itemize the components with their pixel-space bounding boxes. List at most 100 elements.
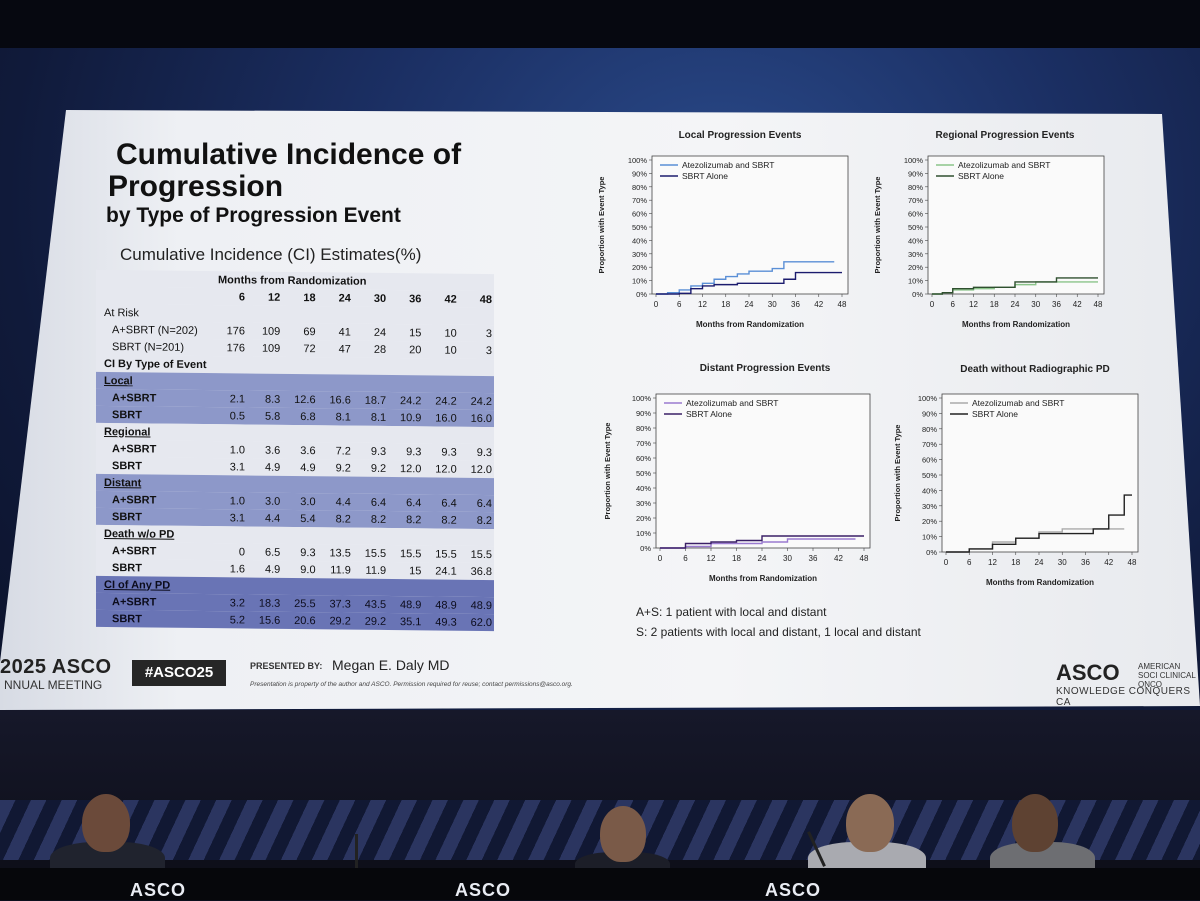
month-cell: 12 [247,288,283,306]
row-label: SBRT [96,609,216,629]
panelist-4-head [1012,794,1058,852]
table-cell: 4.4 [247,509,283,527]
table-cell: 36.8 [458,562,494,581]
desk-logo: ASCO [765,880,822,900]
table-cell: 109 [247,339,283,357]
row-label: A+SBRT [96,592,216,612]
chart-title: Local Progression Events [678,130,802,141]
y-tick-label: 100% [628,156,648,165]
row-label: Distant [96,473,216,493]
x-axis-label: Months from Randomization [962,320,1070,329]
table-cell: 8.1 [352,408,389,426]
table-cell: 11.9 [352,561,389,579]
table-cell: 3.6 [247,441,283,459]
asco-tagline: KNOWLEDGE CONQUERS CA [1056,686,1191,708]
month-cell: 48 [458,290,494,309]
row-label: SBRT [96,558,216,578]
table-cell: 8.2 [317,510,353,528]
x-tick-label: 24 [1035,558,1044,567]
table-cell: 24.2 [388,391,424,410]
table-cell: 9.3 [352,442,389,460]
x-tick-label: 0 [658,554,663,563]
x-tick-label: 24 [758,554,767,563]
y-tick-label: 90% [908,169,923,178]
x-tick-label: 18 [732,554,741,563]
x-tick-label: 0 [930,300,935,309]
y-tick-label: 0% [926,548,937,557]
table-cell: 15 [388,323,424,342]
row-label: CI By Type of Event [96,354,216,374]
y-tick-label: 20% [922,517,937,526]
table-cell: 5.8 [247,407,283,425]
table-heading: Cumulative Incidence (CI) Estimates(%) [120,245,422,264]
y-tick-label: 10% [632,277,647,286]
x-tick-label: 48 [1128,558,1137,567]
x-tick-label: 42 [814,300,823,309]
row-label: A+SBRT [96,541,216,561]
table-cell: 12.0 [388,459,424,478]
table-cell: 3 [458,341,494,360]
annual-meeting-label: NNUAL MEETING [4,678,103,692]
row-label: SBRT [96,456,216,476]
x-tick-label: 12 [988,558,997,567]
table-cell: 5.2 [216,611,248,629]
legend-label: Atezolizumab and SBRT [686,398,778,408]
table-cell: 47 [317,340,353,358]
y-tick-label: 90% [632,169,647,178]
series-line-sbrt-alone [946,494,1132,553]
chart-title: Regional Progression Events [935,130,1075,141]
legend-label: SBRT Alone [958,171,1004,181]
y-tick-label: 10% [908,277,923,286]
y-tick-label: 30% [636,499,651,508]
plot-frame [927,155,1105,295]
x-tick-label: 6 [967,558,972,567]
footnote-s: S: 2 patients with local and distant, 1 … [636,625,921,639]
asco-logo: ASCO [1056,660,1120,685]
table-cell: 72 [282,339,318,358]
table-cell: 3.0 [247,492,283,510]
desk-logo: ASCO [455,880,512,900]
table-cell: 15.5 [458,545,494,564]
local-progression-chart: 0% 10% 20% 30% 40% 50% 60% 70% 80% 90% 100% 0 6 12 18 2… [597,155,849,329]
table-cell: 8.3 [247,390,283,408]
row-label: A+SBRT [96,439,216,459]
y-tick-label: 90% [922,409,937,418]
table-cell: 12.6 [282,390,318,409]
y-tick-label: 60% [632,210,647,219]
month-cell: 36 [388,289,424,308]
table-cell: 9.3 [388,442,424,461]
month-cell: 24 [317,289,353,307]
table-cell: 25.5 [282,594,318,613]
ci-estimates-table: Months from Randomization 6 12 18 24 30 … [96,269,494,632]
row-label: SBRT (N=201) [96,337,216,357]
table-cell: 2.1 [216,390,248,408]
y-tick-label: 30% [908,250,923,259]
x-tick-label: 12 [698,300,707,309]
row-label: Regional [96,422,216,442]
y-tick-label: 10% [636,529,651,538]
table-cell: 24 [352,323,389,341]
table-cell: 9.2 [352,459,389,477]
y-tick-label: 70% [922,440,937,449]
table-cell: 1.0 [216,441,248,459]
distant-progression-chart: 0% 10% 20% 30% 40% 50% 60% 70% 80% 90% 100% 0 6 12 18 2… [603,393,871,582]
table-cell: 18.7 [352,391,389,409]
table-cell: 0.5 [216,407,248,425]
table-cell: 9.3 [282,543,318,562]
table-cell: 16.0 [458,409,494,428]
table-cell: 7.2 [317,442,353,460]
y-tick-label: 30% [922,502,937,511]
y-axis-label: Proportion with Event Type [893,425,902,522]
x-tick-label: 42 [1073,300,1082,309]
chart-title: Death without Radiographic PD [960,364,1110,375]
legend-label: Atezolizumab and SBRT [958,160,1050,170]
y-tick-label: 40% [922,486,937,495]
table-cell: 5.4 [282,509,318,528]
table-cell: 1.6 [216,560,248,578]
x-tick-label: 18 [721,300,730,309]
x-tick-label: 24 [1011,300,1020,309]
y-tick-label: 20% [632,263,647,272]
asco-meeting-logo: 2025 ASCO [0,656,112,678]
table-cell: 109 [247,322,283,340]
table-cell: 18.3 [247,594,283,612]
